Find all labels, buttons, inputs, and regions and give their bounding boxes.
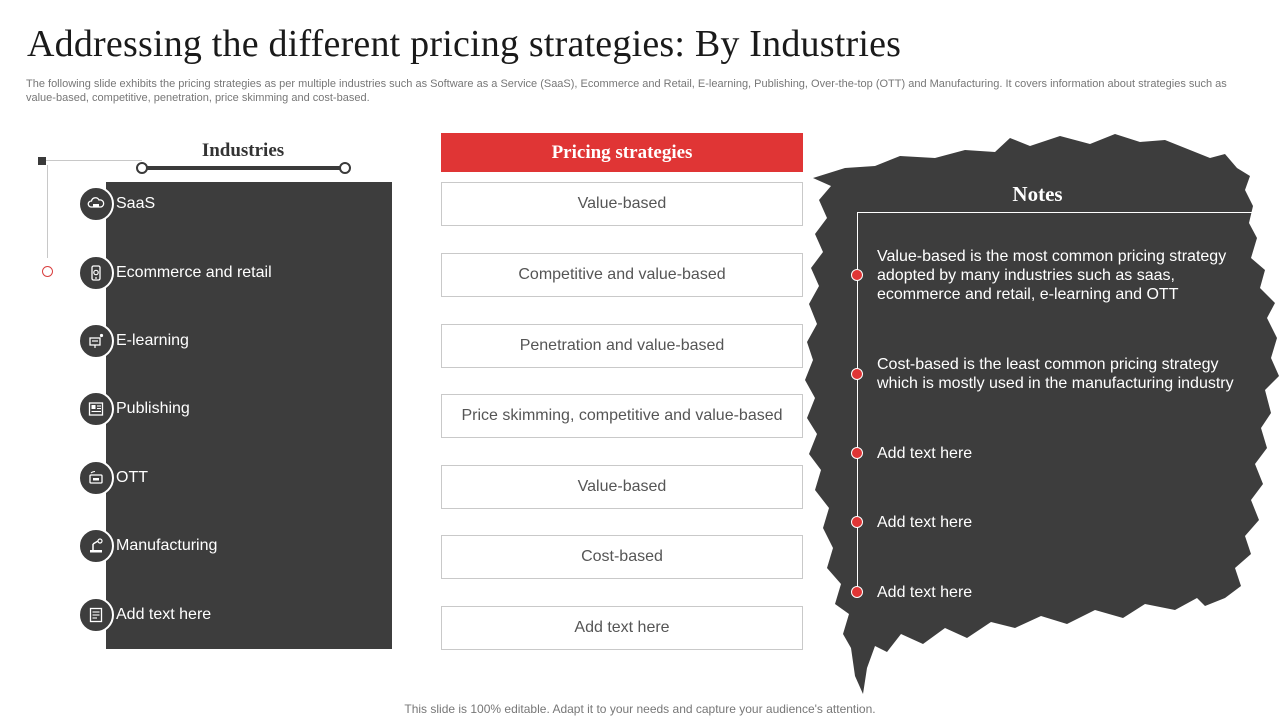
- note-bullet-dot: [851, 447, 863, 459]
- connector-square: [38, 157, 46, 165]
- note-text: Value-based is the most common pricing s…: [877, 248, 1227, 303]
- note-text: Add text here: [877, 584, 973, 601]
- footer-note: This slide is 100% editable. Adapt it to…: [404, 702, 876, 716]
- industry-item-ecommerce: Ecommerce and retail: [78, 255, 388, 291]
- connector-line-vertical: [47, 165, 48, 258]
- cloud-saas-icon: [78, 186, 114, 222]
- connector-ring: [42, 266, 53, 277]
- note-bullet-dot: [851, 516, 863, 528]
- industry-item-ott: OTT: [78, 460, 388, 496]
- industry-label: Manufacturing: [116, 537, 218, 554]
- industry-label: Ecommerce and retail: [116, 264, 272, 281]
- pricing-strategy-box: Penetration and value-based: [441, 324, 803, 368]
- note-bullet-dot: [851, 586, 863, 598]
- pricing-strategies-header: Pricing strategies: [441, 133, 803, 172]
- pricing-strategy-box: Cost-based: [441, 535, 803, 579]
- industry-label: OTT: [116, 469, 148, 486]
- note-text: Cost-based is the least common pricing s…: [877, 356, 1234, 392]
- industries-header: Industries: [201, 140, 285, 161]
- pricing-strategy-box: Value-based: [441, 182, 803, 226]
- industries-panel: [106, 182, 392, 649]
- pricing-strategy-box: Value-based: [441, 465, 803, 509]
- notes-timeline-line: [857, 212, 858, 593]
- header-bar-dot-right: [339, 162, 351, 174]
- pricing-strategy-box: Price skimming, competitive and value-ba…: [441, 394, 803, 438]
- document-icon: [78, 597, 114, 633]
- industry-label: Publishing: [116, 400, 190, 417]
- pricing-strategy-box: Add text here: [441, 606, 803, 650]
- industry-item-add-text: Add text here: [78, 597, 388, 633]
- industry-item-publishing: Publishing: [78, 391, 388, 427]
- newspaper-icon: [78, 391, 114, 427]
- connector-line-horizontal: [46, 160, 142, 161]
- streaming-screen-icon: [78, 460, 114, 496]
- note-bullet-dot: [851, 269, 863, 281]
- notes-title: Notes: [1012, 182, 1063, 206]
- header-bar-dot-left: [136, 162, 148, 174]
- teacher-board-icon: [78, 323, 114, 359]
- industry-item-saas: SaaS: [78, 186, 388, 222]
- industry-item-elearning: E-learning: [78, 323, 388, 359]
- notes-header-line: [857, 212, 1253, 213]
- industry-label: Add text here: [116, 606, 212, 623]
- notes-brush-background: [805, 134, 1279, 694]
- slide-title: Addressing the different pricing strateg…: [27, 23, 902, 65]
- note-bullet-dot: [851, 368, 863, 380]
- slide-subtitle: The following slide exhibits the pricing…: [26, 78, 1227, 104]
- industry-label: SaaS: [116, 195, 156, 212]
- pricing-strategy-box: Competitive and value-based: [441, 253, 803, 297]
- robotic-arm-icon: [78, 528, 114, 564]
- industry-label: E-learning: [116, 332, 189, 349]
- industries-header-bar: [142, 166, 345, 170]
- note-text: Add text here: [877, 514, 973, 531]
- industry-item-manufacturing: Manufacturing: [78, 528, 388, 564]
- note-text: Add text here: [877, 445, 973, 462]
- mobile-shop-icon: [78, 255, 114, 291]
